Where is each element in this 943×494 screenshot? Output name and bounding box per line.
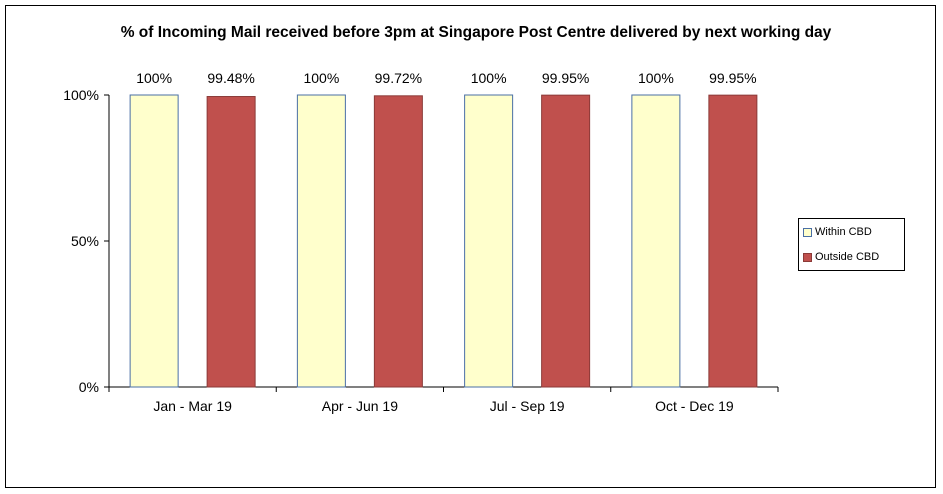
data-label-outside-cbd-oct-dec-19: 99.95% (709, 70, 756, 86)
bar-outside-cbd-jan-mar-19 (206, 96, 256, 388)
x-tick-label: Oct - Dec 19 (655, 398, 734, 414)
data-label-within-cbd-jul-sep-19: 100% (471, 70, 507, 86)
chart-title: % of Incoming Mail received before 3pm a… (120, 24, 832, 41)
legend: Within CBD Outside CBD (798, 218, 905, 271)
x-tick-label: Jan - Mar 19 (153, 398, 232, 414)
bar-within-cbd-jan-mar-19 (129, 94, 179, 388)
bar-within-cbd-jul-sep-19 (464, 94, 514, 388)
y-tick-label: 50% (71, 233, 99, 249)
legend-swatch-within-cbd (803, 227, 812, 237)
x-tick-label: Jul - Sep 19 (490, 398, 565, 414)
x-tick-label: Apr - Jun 19 (322, 398, 398, 414)
legend-label-outside-cbd: Outside CBD (815, 251, 880, 263)
y-tick-label: 100% (63, 87, 99, 103)
data-label-within-cbd-jan-mar-19: 100% (136, 70, 172, 86)
bar-within-cbd-apr-jun-19 (296, 94, 346, 388)
legend-item-outside-cbd: Outside CBD (803, 250, 879, 264)
legend-label-within-cbd: Within CBD (815, 226, 872, 238)
legend-swatch-outside-cbd (803, 252, 812, 262)
bar-outside-cbd-jul-sep-19 (541, 94, 591, 388)
legend-item-within-cbd: Within CBD (803, 225, 872, 239)
data-label-within-cbd-oct-dec-19: 100% (638, 70, 674, 86)
y-tick-label: 0% (79, 379, 99, 395)
bar-outside-cbd-oct-dec-19 (708, 94, 758, 388)
data-label-outside-cbd-jul-sep-19: 99.95% (542, 70, 589, 86)
data-label-outside-cbd-jan-mar-19: 99.48% (207, 70, 254, 86)
bar-outside-cbd-apr-jun-19 (373, 95, 423, 388)
bar-within-cbd-oct-dec-19 (631, 94, 681, 388)
data-label-outside-cbd-apr-jun-19: 99.72% (375, 70, 422, 86)
data-label-within-cbd-apr-jun-19: 100% (303, 70, 339, 86)
